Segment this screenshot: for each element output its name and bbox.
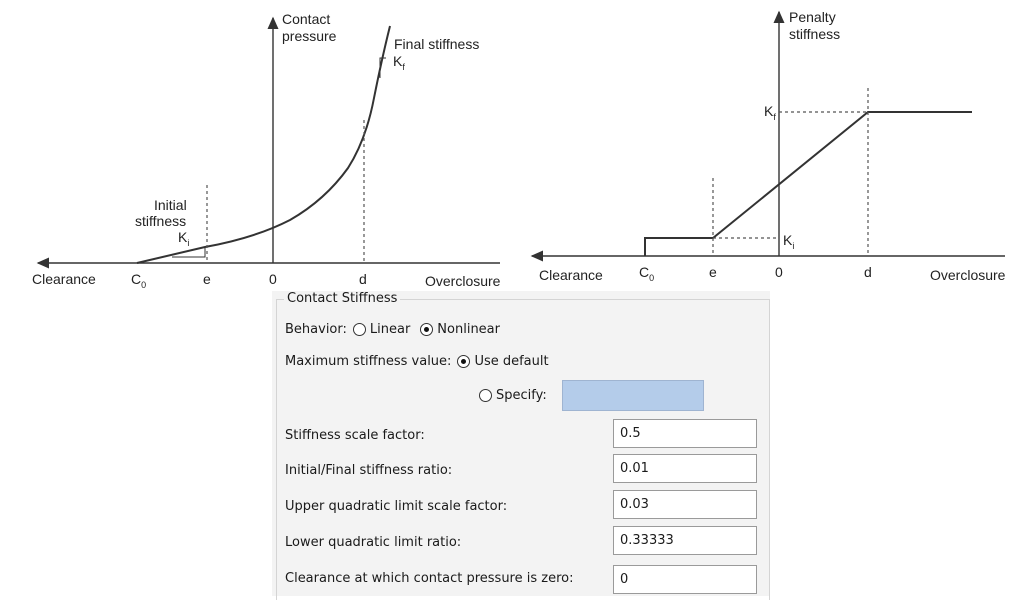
right-tick-0: 0 xyxy=(775,264,783,280)
use-default-label: Use default xyxy=(474,354,549,369)
specify-radio[interactable]: Specify: xyxy=(479,388,547,403)
field-label-initial-final-ratio: Initial/Final stiffness ratio: xyxy=(285,463,453,478)
right-tick-d: d xyxy=(864,264,872,280)
initial-stiffness-label-line2: stiffness xyxy=(135,213,186,229)
group-title: Contact Stiffness xyxy=(284,291,401,306)
ki-label: Ki xyxy=(783,232,794,251)
pressure-curve xyxy=(136,25,391,264)
behavior-nonlinear-label: Nonlinear xyxy=(437,322,500,337)
field-label-upper-quadratic: Upper quadratic limit scale factor: xyxy=(285,499,508,514)
field-label-clearance: Clearance at which contact pressure is z… xyxy=(285,571,574,586)
penalty-curve xyxy=(644,111,972,256)
max-stiffness-row: Maximum stiffness value: Use default xyxy=(285,354,549,369)
radio-circle-icon xyxy=(352,323,366,336)
use-default-radio[interactable]: Use default xyxy=(457,354,549,369)
clearance-input[interactable]: 0 xyxy=(613,565,757,594)
field-label-stiffness-scale: Stiffness scale factor: xyxy=(285,428,425,443)
tick-e: e xyxy=(203,271,211,287)
field-label-lower-quadratic: Lower quadratic limit ratio: xyxy=(285,535,462,550)
initial-final-ratio-input[interactable]: 0.01 xyxy=(613,454,757,483)
final-k-label: Kf xyxy=(393,53,405,72)
right-y-label-line1: Penalty xyxy=(789,9,836,25)
radio-selected-icon xyxy=(420,323,434,336)
contact-stiffness-group xyxy=(276,299,770,600)
specify-input[interactable] xyxy=(562,380,704,411)
y-axis-label-line1: Contact xyxy=(282,11,330,27)
contact-stiffness-panel: Contact Stiffness Behavior: Linear Nonli… xyxy=(272,291,770,600)
radio-circle-icon xyxy=(479,389,492,402)
kf-label: Kf xyxy=(764,103,776,122)
stiffness-scale-input[interactable]: 0.5 xyxy=(613,419,757,448)
behavior-linear-radio[interactable]: Linear xyxy=(352,322,411,337)
tick-0: 0 xyxy=(269,271,277,287)
tick-d: d xyxy=(359,271,367,287)
x-right-label: Overclosure xyxy=(425,273,501,289)
initial-k-label: Ki xyxy=(178,229,189,248)
contact-pressure-diagram: Contact pressure Final stiffness Kf Init… xyxy=(32,11,501,290)
right-tick-c0: C0 xyxy=(639,264,654,283)
final-stiffness-triangle xyxy=(379,57,386,78)
right-y-label-line2: stiffness xyxy=(789,26,840,42)
right-x-right-label: Overclosure xyxy=(930,267,1006,283)
tick-c0: C0 xyxy=(131,271,146,290)
initial-stiffness-triangle xyxy=(172,247,206,258)
specify-label: Specify: xyxy=(496,388,547,403)
y-axis-label-line2: pressure xyxy=(282,28,337,44)
max-stiffness-label: Maximum stiffness value: xyxy=(285,354,452,369)
final-stiffness-label: Final stiffness xyxy=(394,36,479,52)
right-x-left-label: Clearance xyxy=(539,267,603,283)
right-tick-e: e xyxy=(709,264,717,280)
radio-selected-icon xyxy=(457,355,471,368)
behavior-label: Behavior: xyxy=(285,322,347,337)
behavior-linear-label: Linear xyxy=(369,322,411,337)
upper-quadratic-input[interactable]: 0.03 xyxy=(613,490,757,519)
x-left-label: Clearance xyxy=(32,271,96,287)
lower-quadratic-input[interactable]: 0.33333 xyxy=(613,526,757,555)
behavior-nonlinear-radio[interactable]: Nonlinear xyxy=(420,322,500,337)
initial-stiffness-label-line1: Initial xyxy=(154,197,187,213)
behavior-row: Behavior: Linear Nonlinear xyxy=(285,322,500,337)
